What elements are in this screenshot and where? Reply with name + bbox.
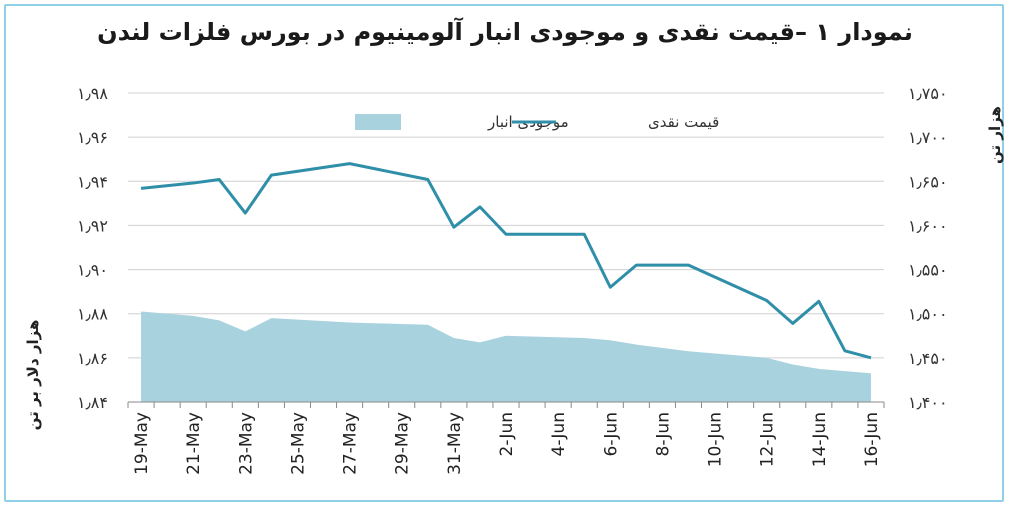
y-right-tick-label: ۱٫۷۰۰ (908, 128, 948, 147)
y-left-tick-label: ۱٫۹۸ (77, 84, 108, 103)
x-tick-label: 21-May (184, 412, 204, 475)
chart-title: نمودار ۱ –قیمت نقدی و موجودی انبار آلومی… (97, 18, 913, 46)
y-right-tick-label: ۱٫۷۵۰ (908, 84, 948, 103)
y-left-tick-label: ۱٫۹۴ (77, 172, 108, 191)
x-tick-label: 10-Jun (706, 412, 726, 467)
y-left-tick-label: ۱٫۸۶ (77, 349, 108, 368)
x-tick-label: 27-May (341, 412, 361, 475)
x-tick-label: 6-Jun (601, 412, 621, 456)
inventory-area (141, 311, 871, 402)
y-axis-right-ticks: ۱٫۴۰۰ ۱٫۴۵۰ ۱٫۵۰۰ ۱٫۵۵۰ ۱٫۶۰۰ ۱٫۶۵۰ ۱٫۷۰۰ ۱٫۷۵۰ (908, 84, 948, 412)
x-tick-label: 23-May (236, 412, 256, 475)
legend-swatch-inventory (355, 114, 401, 130)
y-right-tick-label: ۱٫۶۰۰ (908, 216, 948, 235)
x-tick-label: 8-Jun (653, 412, 673, 456)
y-left-tick-label: ۱٫۹۶ (77, 128, 108, 147)
x-tick-label: 29-May (393, 412, 413, 475)
price-line-layer (140, 162, 872, 360)
x-axis: 19-May 21-May 23-May 25-May 27-May 29-May 31-M… (127, 401, 885, 475)
x-tick-label: 12-Jun (758, 412, 778, 467)
y-right-tick-label: ۱٫۵۵۰ (908, 261, 948, 280)
x-tick-label: 2-Jun (497, 412, 517, 456)
x-tick-label: 25-May (288, 412, 308, 475)
y-right-tick-label: ۱٫۶۵۰ (908, 172, 948, 191)
legend: موجودی انبار قیمت نقدی (355, 113, 719, 131)
inventory-area-layer (141, 311, 871, 402)
x-tick-label: 19-May (132, 412, 152, 475)
x-tick-label: 4-Jun (549, 412, 569, 456)
y-left-tick-label: ۱٫۸۴ (77, 393, 108, 412)
y-right-tick-label: ۱٫۵۰۰ (908, 305, 948, 324)
y-left-tick-label: ۱٫۹۰ (77, 261, 108, 280)
legend-label-price: قیمت نقدی (648, 113, 719, 131)
y-left-tick-label: ۱٫۸۸ (77, 305, 108, 324)
x-tick-label: 14-Jun (810, 412, 830, 467)
y-right-tick-label: ۱٫۴۰۰ (908, 393, 948, 412)
y-axis-left-ticks: ۱٫۸۴ ۱٫۸۶ ۱٫۸۸ ۱٫۹۰ ۱٫۹۲ ۱٫۹۴ ۱٫۹۶ ۱٫۹۸ (77, 84, 108, 412)
chart-frame (4, 4, 1004, 502)
x-tick-label: 16-Jun (862, 412, 882, 467)
y-right-tick-label: ۱٫۴۵۰ (908, 349, 948, 368)
x-tick-label: 31-May (445, 412, 465, 475)
y-left-tick-label: ۱٫۹۲ (77, 216, 108, 235)
